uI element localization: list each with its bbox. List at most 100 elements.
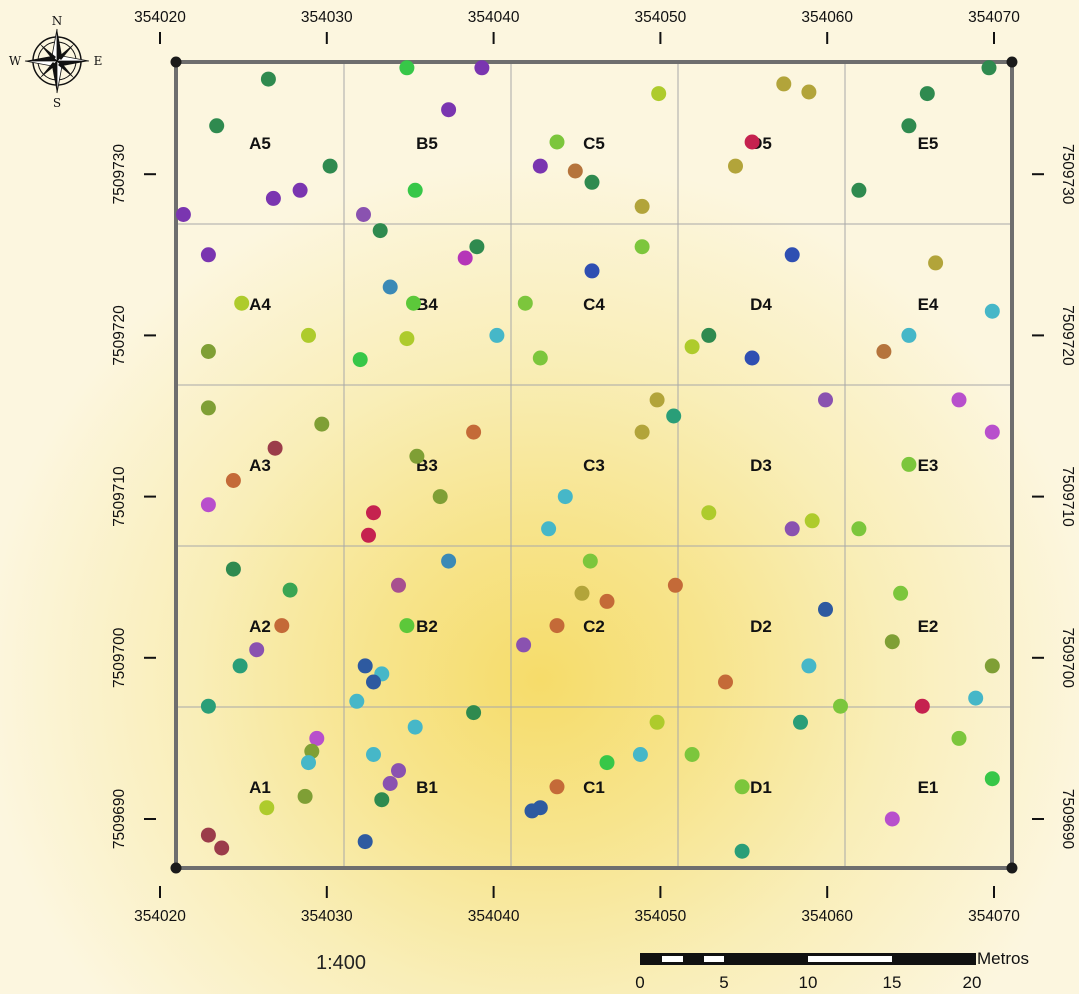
sample-point[interactable] (928, 255, 944, 271)
sample-point[interactable] (474, 60, 490, 76)
sample-point[interactable] (884, 634, 900, 650)
sample-point[interactable] (818, 601, 833, 617)
sample-point[interactable] (517, 295, 533, 311)
sample-point[interactable] (599, 755, 615, 771)
sample-point[interactable] (784, 521, 800, 537)
sample-point[interactable] (914, 698, 930, 714)
sample-points[interactable] (175, 60, 1000, 859)
sample-point[interactable] (356, 207, 371, 222)
sample-point[interactable] (684, 747, 700, 762)
sample-point[interactable] (200, 344, 216, 359)
sample-point[interactable] (984, 771, 1000, 787)
sample-point[interactable] (599, 593, 615, 609)
sample-point[interactable] (352, 352, 368, 368)
sample-point[interactable] (728, 158, 743, 174)
sample-point[interactable] (833, 698, 848, 714)
sample-point[interactable] (549, 779, 565, 795)
sample-point[interactable] (409, 448, 425, 464)
sample-point[interactable] (466, 705, 482, 721)
sample-point[interactable] (532, 350, 548, 366)
sample-point[interactable] (366, 747, 381, 762)
sample-point[interactable] (309, 730, 325, 746)
sample-point[interactable] (357, 834, 373, 850)
sample-point[interactable] (466, 424, 482, 440)
sample-point[interactable] (634, 424, 650, 440)
sample-point[interactable] (634, 198, 650, 214)
sample-point[interactable] (804, 513, 820, 529)
sample-point[interactable] (457, 250, 473, 266)
sample-point[interactable] (734, 779, 750, 795)
sample-point[interactable] (200, 827, 216, 843)
sample-point[interactable] (297, 788, 313, 804)
sample-point[interactable] (225, 561, 241, 577)
sample-point[interactable] (701, 327, 717, 343)
sample-point[interactable] (249, 642, 265, 658)
sample-point[interactable] (667, 577, 683, 593)
sample-point[interactable] (469, 239, 485, 255)
sample-point[interactable] (582, 553, 598, 569)
sample-point[interactable] (441, 553, 457, 569)
sample-point[interactable] (801, 658, 817, 674)
sample-point[interactable] (984, 424, 1000, 440)
sample-point[interactable] (314, 416, 330, 432)
sample-point[interactable] (919, 86, 935, 102)
sample-point[interactable] (557, 489, 573, 505)
sample-point[interactable] (200, 497, 216, 513)
sample-point[interactable] (200, 400, 216, 416)
sample-point[interactable] (984, 658, 1000, 674)
sample-point[interactable] (282, 582, 298, 598)
sample-point[interactable] (209, 118, 225, 134)
sample-point[interactable] (366, 505, 381, 521)
sample-point[interactable] (951, 392, 967, 408)
sample-point[interactable] (432, 489, 448, 505)
sample-point[interactable] (200, 247, 216, 263)
sample-point[interactable] (734, 843, 750, 859)
sample-point[interactable] (574, 585, 590, 601)
sample-point[interactable] (784, 247, 800, 263)
sample-point[interactable] (357, 658, 373, 674)
sample-point[interactable] (884, 811, 900, 827)
sample-point[interactable] (516, 637, 532, 653)
sample-point[interactable] (567, 163, 583, 179)
sample-point[interactable] (818, 392, 833, 408)
sample-point[interactable] (701, 505, 717, 521)
sample-point[interactable] (968, 690, 984, 706)
sample-point[interactable] (292, 182, 308, 198)
sample-point[interactable] (793, 714, 808, 730)
sample-point[interactable] (744, 134, 760, 150)
sample-point[interactable] (274, 618, 290, 634)
sample-point[interactable] (349, 693, 365, 709)
sample-point[interactable] (893, 585, 909, 601)
sample-point[interactable] (382, 776, 398, 791)
sample-point[interactable] (301, 327, 316, 343)
sample-point[interactable] (776, 76, 792, 92)
sample-point[interactable] (684, 339, 700, 355)
sample-point[interactable] (374, 792, 390, 808)
sample-point[interactable] (259, 800, 275, 816)
sample-point[interactable] (232, 658, 248, 674)
sample-point[interactable] (649, 392, 665, 408)
sample-point[interactable] (584, 174, 600, 190)
sample-point[interactable] (366, 674, 381, 690)
sample-point[interactable] (225, 473, 241, 488)
sample-point[interactable] (801, 84, 817, 100)
sample-point[interactable] (361, 527, 376, 543)
sample-point[interactable] (981, 60, 997, 76)
sample-point[interactable] (651, 86, 667, 102)
sample-point[interactable] (372, 223, 388, 239)
sample-point[interactable] (322, 158, 338, 174)
sample-point[interactable] (406, 295, 421, 311)
sample-point[interactable] (399, 618, 415, 634)
sample-point[interactable] (304, 743, 320, 759)
sample-point[interactable] (441, 102, 457, 118)
sample-point[interactable] (541, 521, 557, 537)
sample-point[interactable] (265, 190, 281, 206)
sample-point[interactable] (984, 303, 1000, 319)
sample-point[interactable] (584, 263, 600, 279)
sample-point[interactable] (901, 118, 917, 134)
sample-point[interactable] (391, 577, 406, 593)
sample-point[interactable] (901, 327, 917, 343)
sample-point[interactable] (214, 840, 230, 856)
sample-point[interactable] (489, 327, 505, 343)
